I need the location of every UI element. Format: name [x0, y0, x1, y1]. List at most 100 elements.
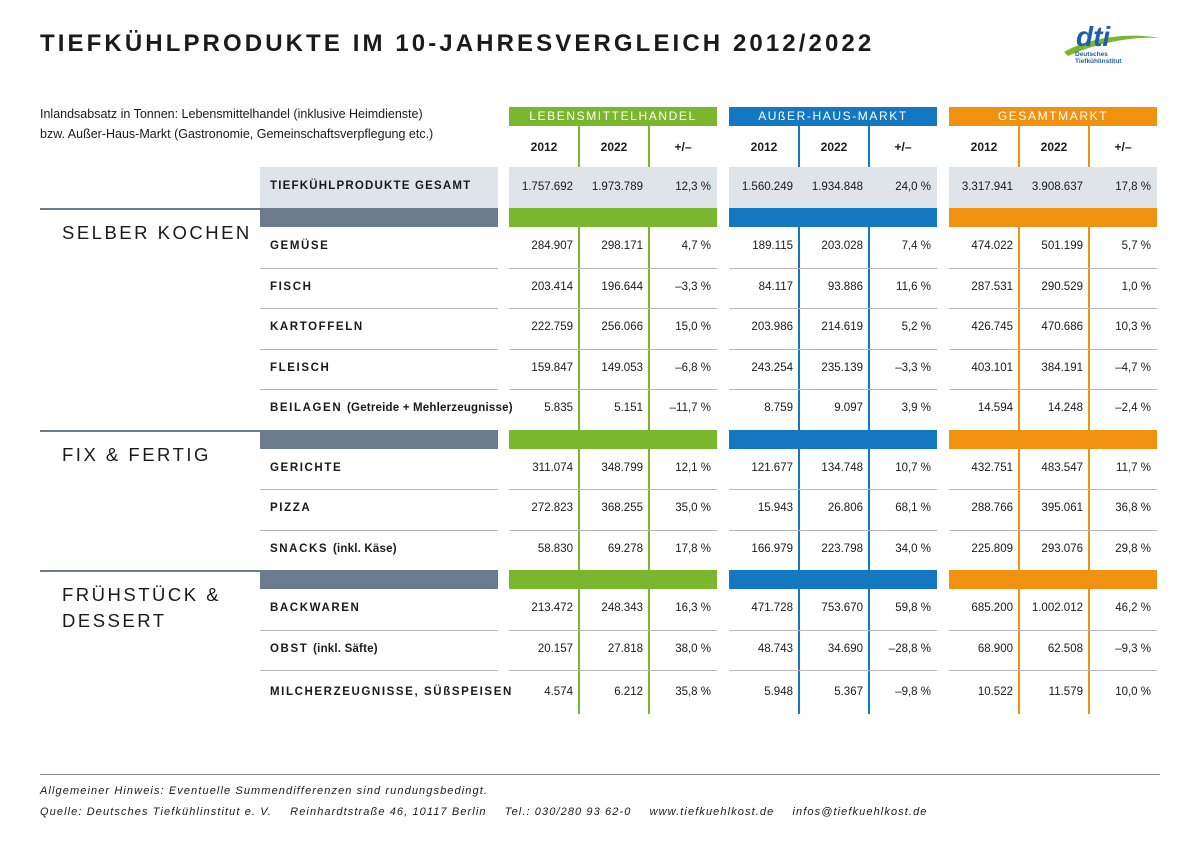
footer-note: Allgemeiner Hinweis: Eventuelle Summendi… — [40, 785, 489, 797]
row-divider — [949, 348, 1157, 350]
row-label-note: (inkl. Säfte) — [313, 642, 378, 655]
column-divider — [1088, 126, 1090, 714]
row-label-main: KARTOFFELN — [270, 321, 364, 334]
row-label-main: GEMÜSE — [270, 240, 330, 253]
row-label: BACKWAREN — [270, 602, 360, 614]
table-cell: 10,0 % — [1115, 686, 1151, 699]
row-divider — [260, 529, 498, 531]
row-label: SNACKS (inkl. Käse) — [270, 543, 397, 555]
table-cell: 4.574 — [544, 686, 573, 699]
table-cell: 8.759 — [764, 402, 793, 415]
section-title-line: FRÜHSTÜCK & — [62, 584, 222, 605]
section-divider — [40, 208, 260, 210]
row-label: KARTOFFELN — [270, 321, 364, 333]
total-value: 17,8 % — [1115, 181, 1151, 193]
column-header: 2022 — [820, 140, 848, 154]
table-cell: 35,8 % — [675, 686, 711, 699]
row-label: BEILAGEN (Getreide + Mehlerzeugnisse) — [270, 402, 513, 414]
table-cell: 12,1 % — [675, 461, 711, 474]
row-label-main: OBST — [270, 642, 309, 655]
column-header: +/– — [674, 140, 692, 154]
total-row-background — [729, 167, 937, 208]
row-divider — [509, 629, 717, 631]
table-cell: 203.414 — [531, 280, 573, 293]
column-header: 2012 — [970, 140, 998, 154]
table-cell: 93.886 — [827, 280, 863, 293]
svg-text:dti: dti — [1076, 21, 1111, 52]
row-divider — [509, 670, 717, 671]
section-bar — [729, 429, 937, 449]
table-cell: 1.002.012 — [1031, 602, 1083, 615]
row-divider — [260, 308, 498, 309]
column-divider — [648, 126, 650, 714]
row-divider — [260, 489, 498, 490]
table-cell: 6.212 — [614, 686, 643, 699]
table-cell: 290.529 — [1041, 280, 1083, 293]
table-cell: 84.117 — [758, 280, 793, 293]
table-cell: 471.728 — [751, 602, 793, 615]
table-cell: 46,2 % — [1115, 602, 1151, 615]
total-row-background — [949, 167, 1157, 208]
section-bar — [260, 570, 498, 589]
table-cell: –2,4 % — [1115, 402, 1151, 415]
table-cell: 203.028 — [821, 240, 863, 253]
table-cell: 5.151 — [614, 402, 643, 415]
intro-line-1: Inlandsabsatz in Tonnen: Lebensmittelhan… — [40, 107, 423, 121]
row-label-main: FISCH — [270, 280, 313, 293]
row-divider — [260, 267, 498, 269]
table-cell: 166.979 — [751, 542, 793, 555]
table-cell: 5,7 % — [1121, 240, 1151, 253]
total-value: 24,0 % — [895, 181, 931, 193]
table-cell: 48.743 — [757, 642, 793, 655]
table-cell: 256.066 — [601, 321, 643, 334]
table-cell: 5.948 — [764, 686, 793, 699]
section-bar — [729, 208, 937, 227]
row-label-main: BEILAGEN — [270, 402, 343, 415]
row-label-main: BACKWAREN — [270, 602, 361, 615]
table-cell: 10.522 — [977, 686, 1013, 699]
row-label-main: MILCHERZEUGNISSE, SÜßSPEISEN — [270, 686, 513, 699]
row-label: GEMÜSE — [270, 240, 329, 252]
table-cell: 62.508 — [1047, 642, 1083, 655]
table-cell: 15,0 % — [675, 321, 711, 334]
column-divider — [1018, 126, 1020, 714]
table-cell: 14.248 — [1047, 402, 1083, 415]
table-cell: –28,8 % — [888, 642, 931, 655]
row-divider — [509, 489, 717, 490]
table-cell: –9,3 % — [1115, 642, 1151, 655]
table-cell: 149.053 — [601, 361, 643, 374]
table-cell: 5,2 % — [901, 321, 931, 334]
table-cell: 20.157 — [537, 642, 573, 655]
row-divider — [729, 348, 937, 350]
row-divider — [949, 308, 1157, 309]
logo-subtitle: Deutsches Tiefkühlinstitut — [1075, 51, 1122, 65]
row-divider — [729, 389, 937, 390]
intro-text: Inlandsabsatz in Tonnen: Lebensmittelhan… — [40, 104, 433, 144]
table-cell: 16,3 % — [675, 602, 711, 615]
table-cell: 474.022 — [971, 240, 1013, 253]
table-cell: 223.798 — [821, 542, 863, 555]
table-cell: 225.809 — [971, 542, 1013, 555]
row-divider — [509, 308, 717, 309]
table-cell: 203.986 — [751, 321, 793, 334]
table-cell: 432.751 — [971, 461, 1013, 474]
table-cell: 15.943 — [757, 502, 793, 515]
section-title-line: DESSERT — [62, 610, 167, 631]
section-bar — [729, 570, 937, 589]
column-divider — [578, 126, 580, 714]
table-cell: 59,8 % — [895, 602, 931, 615]
footer-web-link[interactable]: www.tiefkuehlkost.de — [649, 806, 775, 818]
table-cell: 36,8 % — [1115, 502, 1151, 515]
row-label: FISCH — [270, 281, 313, 293]
row-divider — [729, 489, 937, 490]
footer-email-link[interactable]: infos@tiefkuehlkost.de — [792, 806, 928, 818]
table-cell: 483.547 — [1041, 461, 1083, 474]
table-cell: 58.830 — [537, 542, 573, 555]
row-label: GERICHTE — [270, 462, 342, 474]
row-divider — [260, 389, 498, 390]
row-divider — [729, 529, 937, 531]
table-cell: 27.818 — [607, 642, 643, 655]
row-divider — [729, 267, 937, 269]
table-cell: 287.531 — [971, 280, 1013, 293]
table-cell: 272.823 — [531, 502, 573, 515]
